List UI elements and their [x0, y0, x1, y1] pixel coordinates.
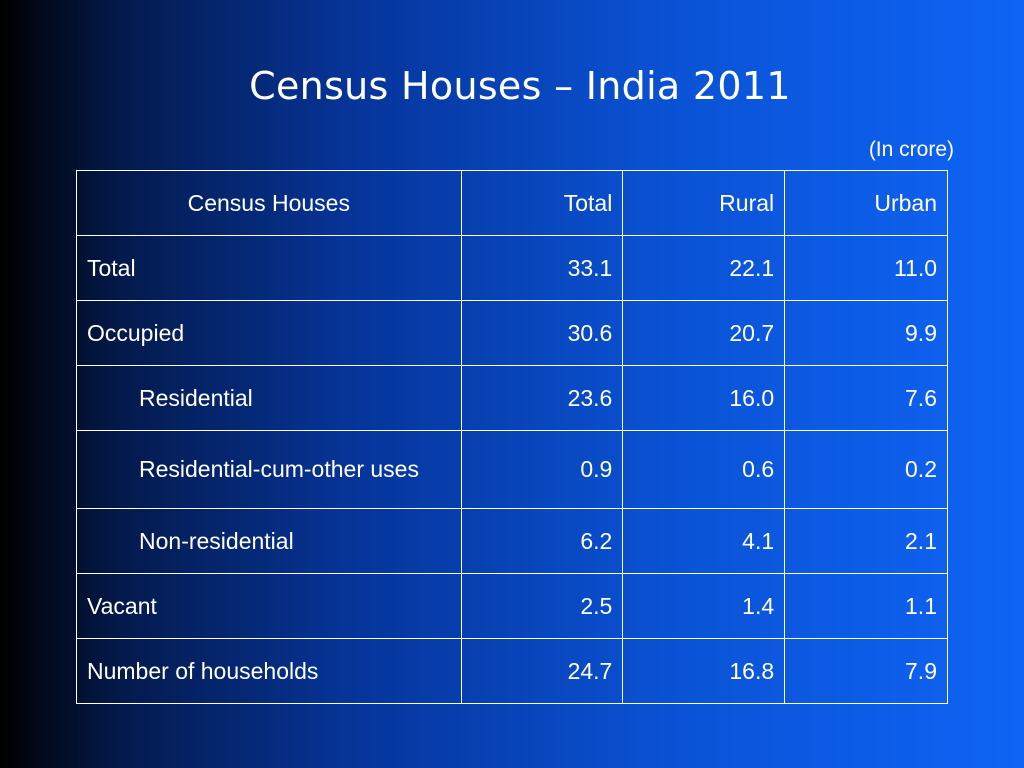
cell-rural: 0.6: [622, 430, 786, 509]
table-row: Residential-cum-other uses 0.9 0.6 0.2: [76, 430, 948, 509]
cell-rural: 4.1: [622, 508, 786, 574]
slide-title: Census Houses – India 2011: [249, 64, 791, 108]
cell-urban: 11.0: [784, 235, 948, 301]
table-row: Vacant 2.5 1.4 1.1: [76, 573, 948, 639]
cell-total: 33.1: [460, 235, 624, 301]
cell-rural: 16.0: [622, 365, 786, 431]
table-row: Total 33.1 22.1 11.0: [76, 235, 948, 301]
row-label: Number of households: [76, 638, 462, 704]
table-row: Residential 23.6 16.0 7.6: [76, 365, 948, 431]
cell-rural: 16.8: [622, 638, 786, 704]
census-houses-table: Census Houses Total Rural Urban Total 33…: [76, 170, 948, 704]
cell-total: 30.6: [460, 300, 624, 366]
cell-urban: 9.9: [784, 300, 948, 366]
row-label: Occupied: [76, 300, 462, 366]
cell-urban: 2.1: [784, 508, 948, 574]
row-label: Non-residential: [76, 508, 462, 574]
table-row: Non-residential 6.2 4.1 2.1: [76, 508, 948, 574]
cell-urban: 0.2: [784, 430, 948, 509]
cell-urban: 1.1: [784, 573, 948, 639]
table-header-row: Census Houses Total Rural Urban: [76, 170, 948, 236]
row-label: Total: [76, 235, 462, 301]
row-label: Residential: [76, 365, 462, 431]
cell-total: 6.2: [460, 508, 624, 574]
row-label: Residential-cum-other uses: [76, 430, 462, 509]
cell-urban: 7.9: [784, 638, 948, 704]
table-row: Number of households 24.7 16.8 7.9: [76, 638, 948, 704]
column-header-urban: Urban: [784, 170, 948, 236]
cell-urban: 7.6: [784, 365, 948, 431]
cell-total: 2.5: [460, 573, 624, 639]
cell-total: 23.6: [460, 365, 624, 431]
cell-total: 24.7: [460, 638, 624, 704]
unit-note: (In crore): [868, 138, 954, 161]
table-row: Occupied 30.6 20.7 9.9: [76, 300, 948, 366]
cell-rural: 22.1: [622, 235, 786, 301]
column-header-rural: Rural: [622, 170, 786, 236]
cell-rural: 1.4: [622, 573, 786, 639]
row-label: Vacant: [76, 573, 462, 639]
column-header-total: Total: [460, 170, 624, 236]
cell-rural: 20.7: [622, 300, 786, 366]
column-header-census-houses: Census Houses: [76, 170, 462, 236]
cell-total: 0.9: [460, 430, 624, 509]
